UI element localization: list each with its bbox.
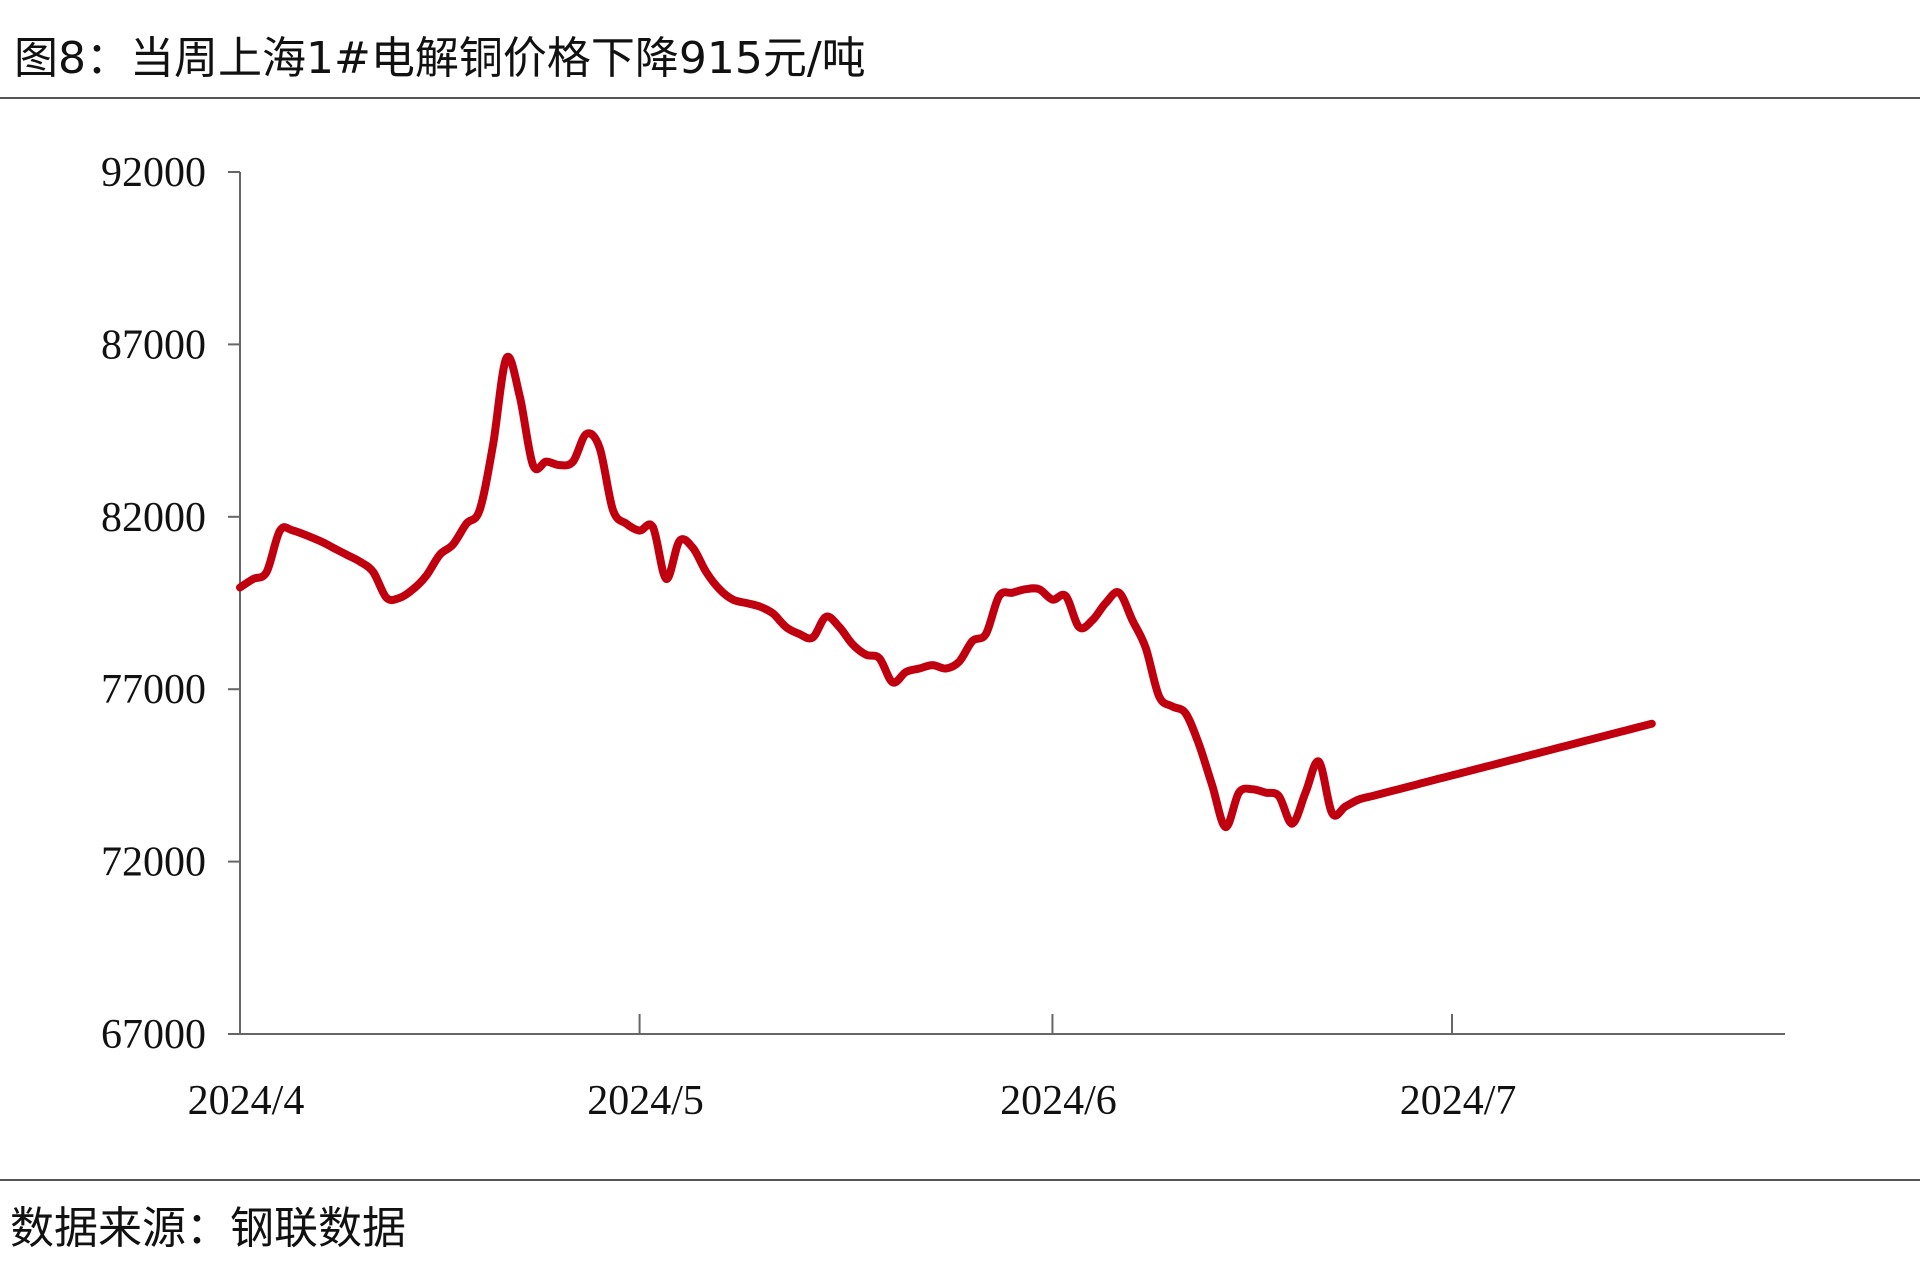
chart-axes bbox=[239, 172, 1785, 1035]
x-tick-label: 2024/6 bbox=[1000, 1078, 1117, 1124]
figure-title: 图8：当周上海1#电解铜价格下降915元/吨 bbox=[14, 33, 866, 84]
y-axis-ticks: 92000 87000 82000 77000 72000 67000 bbox=[101, 150, 240, 1058]
series-group bbox=[236, 352, 1656, 832]
title-divider bbox=[0, 97, 1920, 99]
x-tick-label: 2024/4 bbox=[188, 1078, 305, 1124]
x-tick-label: 2024/7 bbox=[1400, 1078, 1517, 1124]
y-tick-label: 72000 bbox=[101, 840, 206, 886]
y-tick-label: 82000 bbox=[101, 495, 206, 541]
data-source-note: 数据来源：钢联数据 bbox=[10, 1203, 406, 1254]
y-tick-label: 67000 bbox=[101, 1012, 206, 1058]
price-line-series bbox=[236, 352, 1656, 832]
y-tick-label: 77000 bbox=[101, 667, 206, 713]
x-tick-label: 2024/5 bbox=[587, 1078, 704, 1124]
y-tick-label: 87000 bbox=[101, 322, 206, 368]
y-tick-label: 92000 bbox=[101, 150, 206, 196]
x-axis-ticks: 2024/4 2024/5 2024/6 2024/7 bbox=[188, 1014, 1517, 1124]
source-divider bbox=[0, 1179, 1920, 1181]
